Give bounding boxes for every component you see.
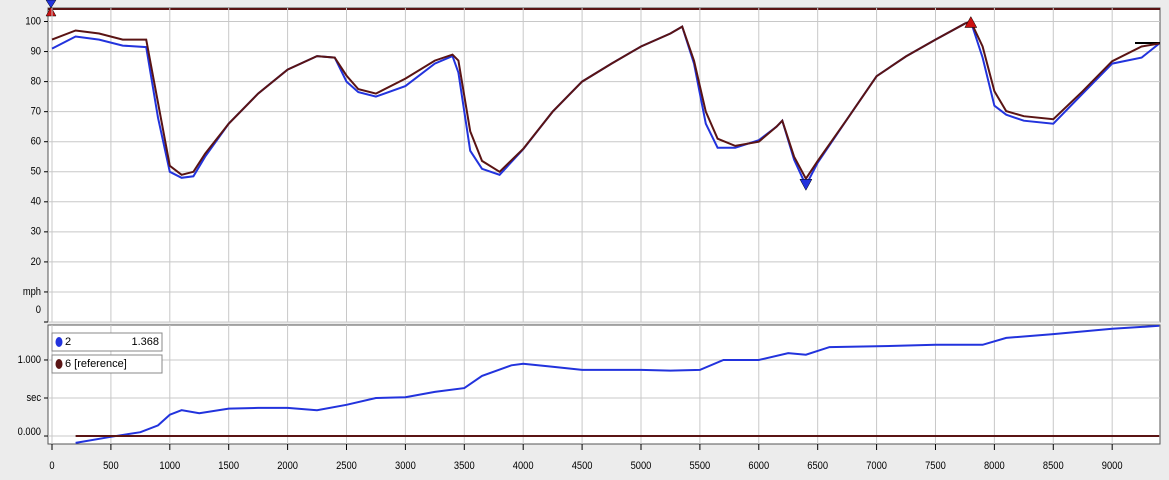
y-tick-label: 20 xyxy=(31,256,42,268)
y-tick-label: 70 xyxy=(31,106,42,118)
x-tick-label: 6000 xyxy=(748,460,769,472)
legend-label: 2 xyxy=(65,336,71,348)
y-tick-label: 100 xyxy=(25,16,41,28)
x-tick-label: 8500 xyxy=(1043,460,1064,472)
x-tick-label: 7000 xyxy=(866,460,887,472)
x-tick-label: 5500 xyxy=(690,460,711,472)
y-tick-label: sec xyxy=(26,392,41,404)
legend-label: 6 [reference] xyxy=(65,358,127,370)
x-tick-label: 1500 xyxy=(218,460,239,472)
y-tick-label: 40 xyxy=(31,196,42,208)
x-tick-label: 6500 xyxy=(807,460,828,472)
x-tick-label: 5000 xyxy=(631,460,652,472)
y-tick-label: 0 xyxy=(36,304,41,316)
y-tick-label: 60 xyxy=(31,136,42,148)
speed-panel xyxy=(47,7,1161,323)
x-tick-label: 3000 xyxy=(395,460,416,472)
extreme-marker xyxy=(799,179,813,191)
cursor-marker xyxy=(45,0,57,9)
series-line xyxy=(75,325,1160,444)
x-tick-label: 8000 xyxy=(984,460,1005,472)
y-tick-label: 0.000 xyxy=(18,426,42,438)
x-tick-label: 0 xyxy=(49,460,54,472)
legend-value: 1.368 xyxy=(131,336,159,348)
x-tick-label: 2500 xyxy=(336,460,357,472)
x-tick-label: 3500 xyxy=(454,460,475,472)
y-tick-label: mph xyxy=(23,286,41,298)
extreme-marker xyxy=(964,15,978,28)
y-tick-label: 1.000 xyxy=(18,354,42,366)
x-tick-label: 4000 xyxy=(513,460,534,472)
legend-icon xyxy=(55,337,63,347)
y-tick-label: 50 xyxy=(31,166,42,178)
y-tick-label: 80 xyxy=(31,76,42,88)
x-tick-label: 4500 xyxy=(572,460,593,472)
x-tick-label: 2000 xyxy=(277,460,298,472)
legend-box xyxy=(51,332,163,352)
x-tick-label: 500 xyxy=(103,460,119,472)
y-tick-label: 30 xyxy=(31,226,42,238)
cursor-marker xyxy=(45,6,57,17)
time-panel xyxy=(47,324,1161,445)
x-tick-label: 1000 xyxy=(159,460,180,472)
x-tick-label: 7500 xyxy=(925,460,946,472)
x-tick-label: 9000 xyxy=(1102,460,1123,472)
y-tick-label: 90 xyxy=(31,46,42,58)
legend-box xyxy=(51,354,163,374)
legend-icon xyxy=(55,359,63,369)
